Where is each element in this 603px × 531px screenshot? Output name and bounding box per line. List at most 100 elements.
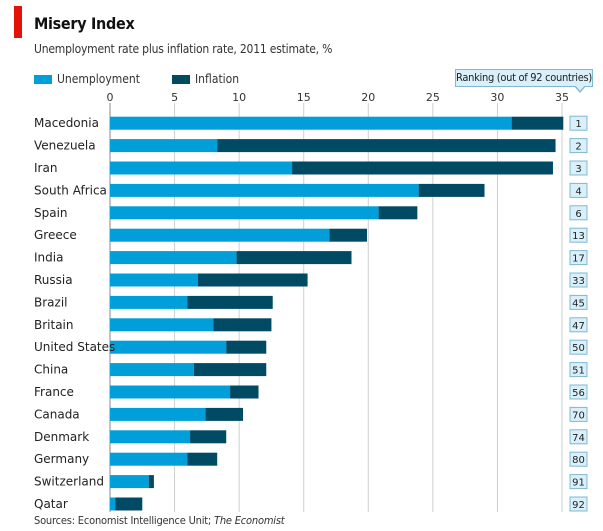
category-label: Germany [34, 452, 89, 466]
x-tick-label: 0 [107, 91, 114, 104]
ranking-value: 1 [575, 119, 581, 130]
bar-inflation [115, 497, 143, 511]
bar-unemployment [110, 318, 214, 332]
x-tick-label: 15 [297, 91, 311, 104]
ranking-value: 3 [575, 164, 581, 175]
bar-inflation [236, 251, 352, 265]
legend-swatch-unemployment [34, 74, 52, 84]
ranking-header-label: Ranking (out of 92 countries) [456, 71, 592, 84]
ranking-box [569, 272, 588, 288]
bar-inflation [217, 139, 556, 153]
ranking-value: 13 [572, 231, 585, 242]
category-label: Iran [34, 161, 57, 175]
legend-item-unemployment: Unemployment [34, 72, 140, 86]
ranking-box [569, 362, 588, 378]
bar-inflation [190, 430, 227, 444]
x-tick-label: 20 [361, 91, 375, 104]
bar-unemployment [110, 228, 330, 242]
bar-unemployment [110, 385, 231, 399]
bar-unemployment [110, 183, 419, 197]
bar-inflation [205, 407, 244, 421]
ranking-value: 80 [572, 455, 585, 466]
ranking-value: 2 [575, 142, 581, 153]
x-tick-labels: 0 5 10 15 20 25 30 35 [107, 91, 570, 104]
bar-unemployment [110, 295, 188, 309]
ranking-box [569, 115, 588, 131]
ranking-value: 45 [572, 298, 585, 309]
bar-unemployment [110, 251, 237, 265]
ranking-header: Ranking (out of 92 countries) [455, 69, 593, 93]
category-label: India [34, 251, 63, 265]
ranking-value: 50 [572, 343, 585, 354]
bar-unemployment [110, 430, 191, 444]
brand-red-bar [14, 6, 22, 38]
bar-inflation [418, 183, 485, 197]
category-label: Denmark [34, 430, 89, 444]
ranking-value: 56 [572, 388, 585, 399]
ranking-box [569, 339, 588, 355]
legend-item-inflation: Inflation [172, 72, 239, 86]
x-tick-label: 5 [171, 91, 178, 104]
ranking-value: 70 [572, 410, 585, 421]
ranking-value: 33 [572, 276, 585, 287]
x-tick-label: 25 [426, 91, 440, 104]
bar-inflation [148, 475, 154, 489]
chart-subtitle: Unemployment rate plus inflation rate, 2… [34, 42, 333, 56]
bars [110, 116, 564, 511]
bar-inflation [292, 161, 553, 175]
category-label: Brazil [34, 295, 68, 309]
ranking-box [569, 451, 588, 467]
category-labels: Macedonia Venezuela Iran South Africa Spain G… [34, 116, 115, 511]
bar-unemployment [110, 340, 227, 354]
bar-unemployment [110, 116, 512, 130]
ranking-box [569, 317, 588, 333]
bar-inflation [230, 385, 259, 399]
ranking-value: 4 [575, 186, 581, 197]
category-label: Venezuela [34, 139, 96, 153]
category-label: Greece [34, 228, 77, 242]
legend-swatch-inflation [172, 74, 190, 84]
bar-unemployment [110, 452, 188, 466]
ranking-box [569, 182, 588, 198]
bar-unemployment [110, 363, 194, 377]
ranking-box [569, 474, 588, 490]
ranking-box [569, 496, 588, 512]
bar-unemployment [110, 273, 198, 287]
ranking-box [569, 384, 588, 400]
ranking-value: 47 [572, 321, 585, 332]
bar-unemployment [110, 206, 379, 220]
category-label: Britain [34, 318, 74, 332]
category-label: Canada [34, 407, 80, 421]
ranking-value: 92 [572, 500, 585, 511]
category-label: China [34, 363, 68, 377]
ranking-box [569, 250, 588, 266]
bar-inflation [329, 228, 367, 242]
legend-label-inflation: Inflation [195, 72, 240, 86]
bar-inflation [511, 116, 564, 130]
ranking-value: 91 [572, 478, 585, 489]
ranking-box [569, 406, 588, 422]
ranking-box [569, 160, 588, 176]
x-tick-label: 10 [232, 91, 246, 104]
x-tick-label: 35 [555, 91, 569, 104]
bar-inflation [213, 318, 272, 332]
ranking-value: 17 [572, 254, 585, 265]
category-label: Macedonia [34, 116, 99, 130]
category-label: France [34, 385, 74, 399]
bar-unemployment [110, 161, 293, 175]
bar-unemployment [110, 139, 218, 153]
ranking-value: 74 [572, 433, 585, 444]
bar-inflation [187, 295, 273, 309]
bar-inflation [193, 363, 267, 377]
bar-unemployment [110, 475, 149, 489]
source-note: Sources: Economist Intelligence Unit; Th… [34, 514, 285, 527]
bar-inflation [187, 452, 218, 466]
x-tick-label: 30 [490, 91, 504, 104]
ranking-value: 51 [572, 366, 585, 377]
ranking-box [569, 138, 588, 154]
category-label: South Africa [34, 183, 107, 197]
category-label: United States [34, 340, 115, 354]
bar-inflation [226, 340, 267, 354]
ranking-box [569, 227, 588, 243]
ranking-value: 6 [575, 209, 581, 220]
